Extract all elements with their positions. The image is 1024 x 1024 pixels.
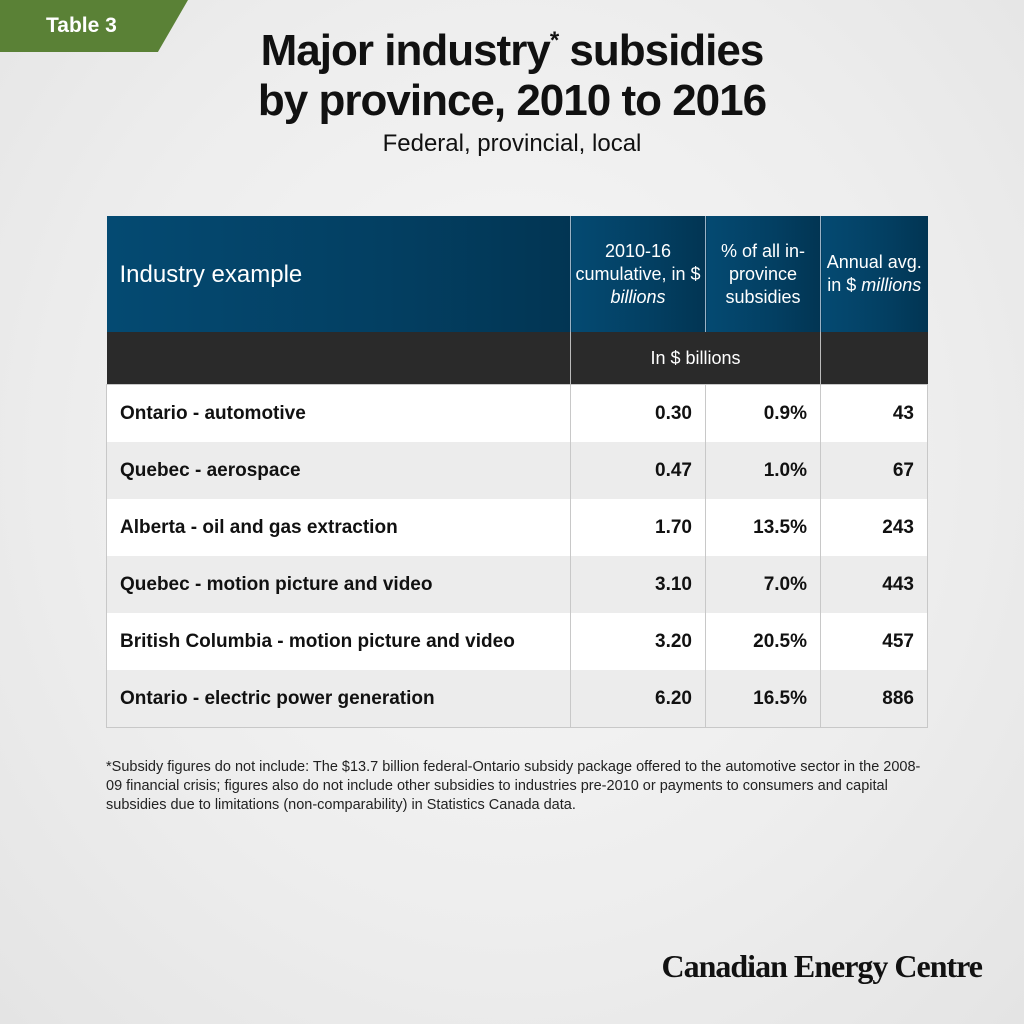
cell-industry: Ontario - automotive: [120, 402, 306, 424]
cell-annual: 243: [820, 499, 928, 556]
header-text: Annual avg. in $: [826, 252, 922, 295]
cell-cumulative: 0.30: [570, 384, 706, 442]
cell-cumulative: 6.20: [570, 670, 706, 728]
cell-industry: Quebec - motion picture and video: [120, 573, 433, 595]
cell-cumulative: 1.70: [570, 499, 706, 556]
table-row: Alberta - oil and gas extraction 1.70 13.5…: [106, 499, 928, 556]
column-header-percent: % of all in-province subsidies: [705, 216, 821, 332]
header-text: 2010-16 cumulative, in $: [575, 240, 701, 284]
cell-percent: 20.5%: [705, 613, 821, 670]
page-title: Major industry* subsidies by province, 2…: [0, 26, 1024, 126]
table-number-tag: Table 3: [0, 0, 188, 52]
cell-annual: 67: [820, 442, 928, 499]
cell-industry: Alberta - oil and gas extraction: [120, 516, 398, 538]
cell-industry: Quebec - aerospace: [120, 459, 301, 481]
cell-cumulative: 3.20: [570, 613, 706, 670]
table-row: Ontario - automotive 0.30 0.9% 43: [106, 384, 928, 442]
table-row: Quebec - aerospace 0.47 1.0% 67: [106, 442, 928, 499]
subheader-blank: [820, 332, 928, 385]
cell-percent: 0.9%: [705, 384, 821, 442]
cell-percent: 16.5%: [705, 670, 821, 728]
cell-annual: 457: [820, 613, 928, 670]
cell-industry: British Columbia - motion picture and vi…: [120, 630, 515, 652]
column-header-cumulative: 2010-16 cumulative, in $ billions: [570, 216, 706, 332]
subheader-units: In $ billions: [570, 332, 821, 385]
subtitle: Federal, provincial, local: [382, 130, 642, 157]
column-header-industry: Industry example: [106, 216, 571, 332]
subsidies-table: Industry example 2010-16 cumulative, in …: [106, 216, 928, 728]
header-italic: millions: [861, 275, 922, 295]
subheader-blank: [106, 332, 571, 385]
cell-annual: 43: [820, 384, 928, 442]
cell-cumulative: 0.47: [570, 442, 706, 499]
logo: Canadian Energy Centre: [661, 948, 983, 984]
cell-percent: 7.0%: [705, 556, 821, 613]
title-part: subsidies: [558, 26, 764, 75]
cell-annual: 443: [820, 556, 928, 613]
header-italic: billions: [610, 286, 666, 307]
cell-percent: 13.5%: [705, 499, 821, 556]
table-row: British Columbia - motion picture and vi…: [106, 613, 928, 670]
title-part: Major industry: [260, 26, 551, 75]
cell-percent: 1.0%: [705, 442, 821, 499]
cell-annual: 886: [820, 670, 928, 728]
title-asterisk: *: [549, 27, 559, 54]
table-row: Quebec - motion picture and video 3.10 7.0…: [106, 556, 928, 613]
tag-label: Table 3: [46, 14, 117, 37]
cell-industry: Ontario - electric power generation: [120, 687, 435, 709]
title-line2: by province, 2010 to 2016: [257, 76, 767, 125]
table-row: Ontario - electric power generation 6.20 1…: [106, 670, 928, 728]
footnote: *Subsidy figures do not include: The $13…: [106, 759, 921, 813]
column-header-annual: Annual avg. in $ millions: [820, 216, 928, 332]
cell-cumulative: 3.10: [570, 556, 706, 613]
